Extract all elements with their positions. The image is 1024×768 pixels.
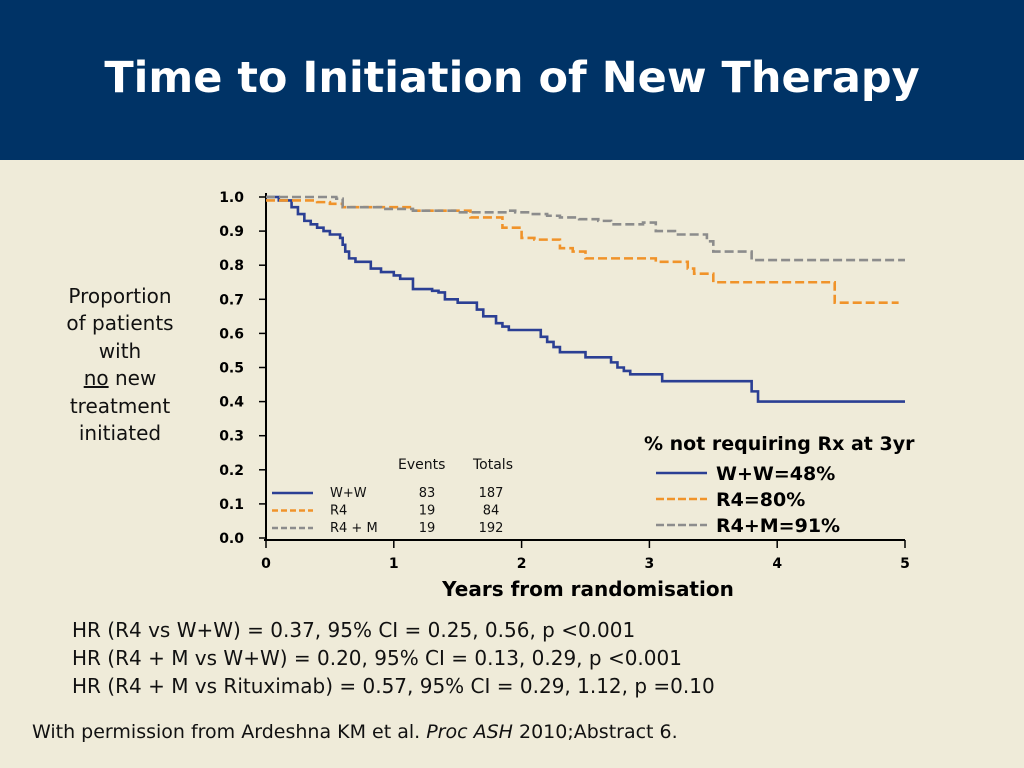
y-tick-label: 0.6 [219,326,244,342]
chart-annotation: % not requiring Rx at 3yr W+W=48% R4=80% R4… [644,433,915,537]
y-axis-label-after: new [108,366,157,391]
y-tick-label: 0.1 [219,497,244,513]
y-tick-label: 0.5 [219,361,244,377]
chart-curves [266,195,905,403]
y-tick-label: 0.2 [219,463,244,479]
y-tick-label: 0.9 [219,224,244,240]
y-tick-label: 0.0 [219,531,244,547]
y-axis-label-line-2: of patients [66,311,174,336]
y-axis-label-line-4: no new [50,365,190,392]
legend-events: 19 [419,504,436,519]
y-axis-label: Proportion of patients with no new treat… [50,283,190,447]
y-axis-label-line-3: with [98,338,142,363]
x-tick-label: 4 [772,556,782,572]
y-tick-label: 0.7 [219,292,244,308]
citation-journal: Proc ASH [426,721,513,743]
y-axis-label-line-1: Proportion [68,284,172,308]
y-tick-label: 1.0 [219,190,244,206]
y-axis-label-underlined: no [83,366,109,391]
x-tick-label: 5 [900,556,910,572]
legend-header-events: Events [398,457,445,473]
legend-totals: 84 [483,504,500,519]
x-tick-label: 1 [389,556,399,572]
title-bar: Time to Initiation of New Therapy [0,0,1024,160]
citation: With permission from Ardeshna KM et al. … [32,718,678,746]
series-line-2 [266,195,905,262]
legend-label: R4 + M [330,521,378,536]
y-tick-label: 0.3 [219,429,244,445]
series-line-1 [266,199,899,305]
annotation-value: R4+M=91% [716,515,840,537]
slide-title: Time to Initiation of New Therapy [104,53,920,103]
y-tick-label: 0.4 [219,395,244,411]
legend-totals: 192 [479,521,504,536]
hr-line-2: HR (R4 + M vs W+W) = 0.20, 95% CI = 0.13… [72,646,682,670]
y-axis-label-line-5: treatment [69,393,171,418]
chart-legend: Events Totals W+W 83 187 R4 19 84 R4 + M 19 192 [272,457,513,536]
hazard-ratio-stats: HR (R4 vs W+W) = 0.37, 95% CI = 0.25, 0.… [72,616,715,700]
citation-suffix: 2010;Abstract 6. [512,721,678,743]
legend-label: W+W [330,486,367,501]
legend-totals: 187 [479,486,504,501]
hr-line-3: HR (R4 + M vs Rituximab) = 0.57, 95% CI … [72,674,715,698]
citation-prefix: With permission from Ardeshna KM et al. [32,721,427,743]
legend-header-totals: Totals [472,457,513,473]
hr-line-1: HR (R4 vs W+W) = 0.37, 95% CI = 0.25, 0.… [72,618,636,642]
series-line-0 [266,195,905,403]
x-tick-label: 2 [517,556,527,572]
chart-axes: 0.0 0.1 0.2 0.3 0.4 0.5 0.6 0.7 0.8 0.9 1.0 0 1 2 3 4 5 Y… [219,190,910,601]
x-axis-label: Years from randomisation [441,577,734,601]
legend-events: 83 [419,486,436,501]
x-tick-label: 3 [645,556,655,572]
legend-label: R4 [330,504,347,519]
annotation-value: W+W=48% [716,463,835,485]
y-axis-label-line-6: initiated [78,421,162,446]
legend-events: 19 [419,521,436,536]
x-tick-label: 0 [261,556,271,572]
annotation-value: R4=80% [716,489,805,511]
annotation-title: % not requiring Rx at 3yr [644,433,915,455]
y-tick-label: 0.8 [219,258,244,274]
